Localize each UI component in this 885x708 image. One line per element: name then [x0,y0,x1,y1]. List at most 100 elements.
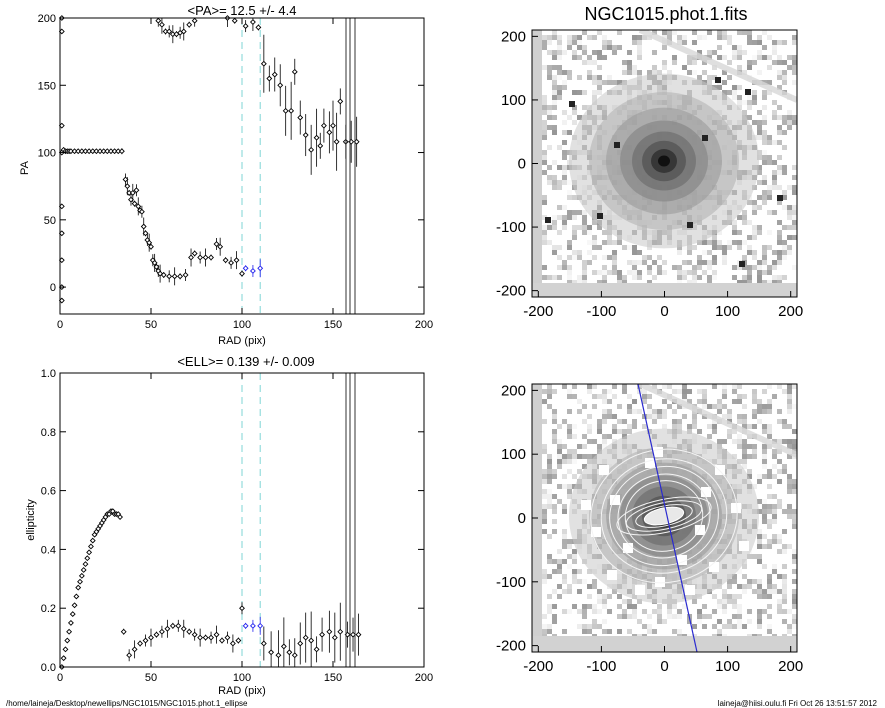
noise-pixel [557,90,562,95]
noise-pixel [737,384,742,389]
noise-pixel [757,579,762,584]
noise-pixel [777,165,782,170]
noise-pixel [552,275,557,280]
noise-pixel [757,125,762,130]
data-point [166,273,173,280]
noise-pixel [767,624,772,629]
noise-pixel [577,569,582,574]
noise-pixel [587,230,592,235]
noise-pixel [572,579,577,584]
noise-pixel [542,569,547,574]
satellite-trail-b [638,384,797,458]
noise-pixel [597,85,602,90]
star [597,213,603,219]
noise-pixel [757,40,762,45]
noise-pixel [542,509,547,514]
noise-pixel [742,50,747,55]
noise-pixel [752,90,757,95]
noise-pixel [547,50,552,55]
noise-pixel [772,110,777,115]
noise-pixel [577,255,582,260]
noise-pixel [782,509,787,514]
noise-pixel [687,245,692,250]
noise-pixel [722,384,727,389]
noise-pixel [732,90,737,95]
mask-square [677,555,687,565]
noise-pixel [672,419,677,424]
noise-pixel [747,424,752,429]
noise-pixel [767,429,772,434]
data-point [124,183,131,190]
noise-pixel [692,275,697,280]
noise-pixel [667,30,672,35]
noise-pixel [777,85,782,90]
noise-pixel [542,125,547,130]
noise-pixel [557,255,562,260]
noise-pixel [632,250,637,255]
noise-pixel [782,389,787,394]
noise-pixel [772,504,777,509]
noise-pixel [702,250,707,255]
noise-pixel [647,394,652,399]
x-tick-label: 150 [324,319,342,331]
noise-pixel [662,424,667,429]
noise-pixel [782,439,787,444]
noise-pixel [722,55,727,60]
noise-pixel [762,409,767,414]
noise-pixel [577,280,582,285]
noise-pixel [742,584,747,589]
noise-pixel [777,75,782,80]
noise-pixel [542,150,547,155]
noise-pixel [552,225,557,230]
data-point [182,272,189,278]
noise-pixel [592,95,597,100]
noise-pixel [547,275,552,280]
noise-pixel [552,80,557,85]
noise-pixel [727,90,732,95]
noise-pixel [577,225,582,230]
noise-pixel [567,280,572,285]
noise-pixel [562,225,567,230]
noise-pixel [672,424,677,429]
noise-pixel [692,30,697,35]
noise-pixel [767,404,772,409]
noise-pixel [567,564,572,569]
noise-pixel [562,85,567,90]
image-bottom-strip [532,283,797,297]
noise-pixel [552,409,557,414]
noise-pixel [607,40,612,45]
noise-pixel [677,270,682,275]
noise-pixel [547,225,552,230]
noise-pixel [627,394,632,399]
noise-pixel [702,394,707,399]
noise-pixel [752,235,757,240]
noise-pixel [722,439,727,444]
star [702,135,708,141]
noise-pixel [542,65,547,70]
noise-pixel [627,604,632,609]
noise-pixel [567,589,572,594]
noise-pixel [752,250,757,255]
y-tick-label: 0 [518,156,526,173]
noise-pixel [767,190,772,195]
noise-pixel [772,464,777,469]
noise-pixel [547,389,552,394]
noise-pixel [552,519,557,524]
noise-pixel [712,255,717,260]
noise-pixel [742,419,747,424]
noise-pixel [557,444,562,449]
noise-pixel [567,544,572,549]
data-point [286,649,293,656]
noise-pixel [782,195,787,200]
noise-pixel [742,265,747,270]
noise-pixel [787,479,792,484]
data-point [239,270,245,277]
data-point [228,259,235,266]
noise-pixel [762,404,767,409]
noise-pixel [772,439,777,444]
noise-pixel [757,120,762,125]
noise-pixel [617,270,622,275]
noise-pixel [752,554,757,559]
noise-pixel [722,624,727,629]
noise-pixel [727,584,732,589]
